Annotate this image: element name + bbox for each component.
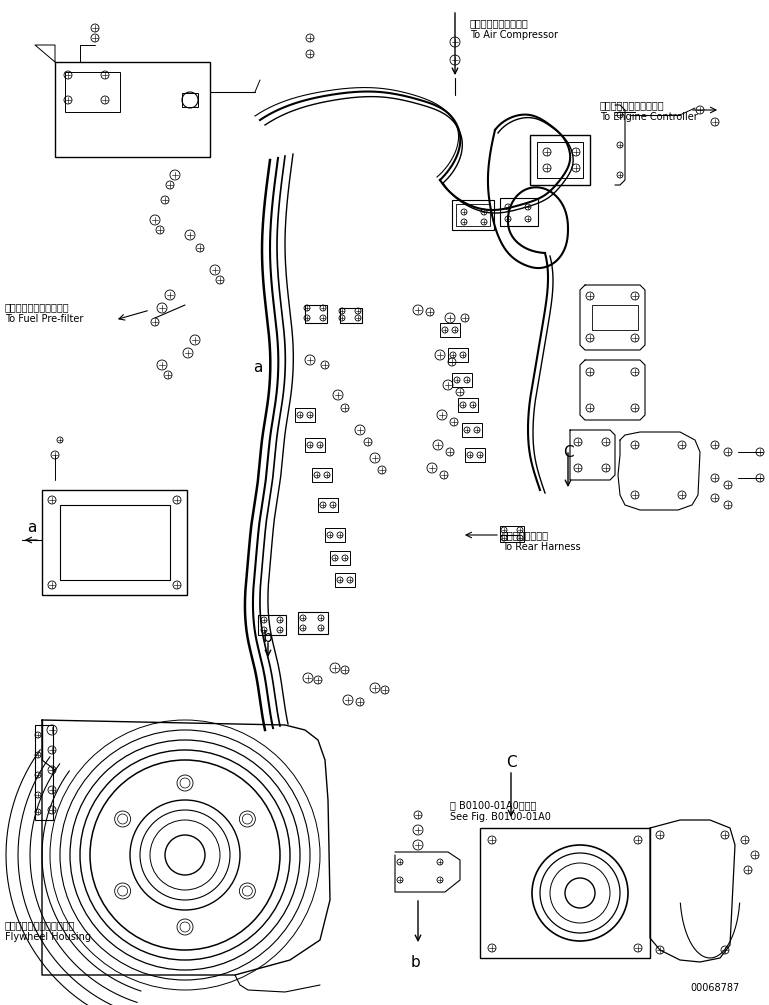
Text: See Fig. B0100-01A0: See Fig. B0100-01A0 [450, 812, 551, 822]
Text: b: b [263, 630, 273, 645]
Text: To Fuel Pre-filter: To Fuel Pre-filter [5, 314, 83, 324]
Text: a: a [253, 360, 263, 375]
Bar [258, 615, 286, 635]
Bar [480, 828, 650, 958]
Bar [318, 498, 338, 512]
Bar [55, 62, 210, 157]
Bar [592, 305, 638, 330]
Bar [325, 528, 345, 542]
Bar [500, 198, 538, 226]
Bar [335, 573, 355, 587]
Bar [330, 551, 350, 565]
Bar [462, 423, 482, 437]
Text: リヤーハーネスヘ: リヤーハーネスヘ [502, 530, 549, 540]
Text: 第 B0100-01A0図参照: 第 B0100-01A0図参照 [450, 800, 536, 810]
Bar [537, 142, 583, 178]
Text: To Air Compressor: To Air Compressor [470, 30, 558, 40]
Bar [448, 348, 468, 362]
Text: a: a [28, 520, 37, 535]
Bar [530, 135, 590, 185]
Text: To Rear Harness: To Rear Harness [502, 542, 581, 552]
Bar [456, 204, 490, 226]
Text: フェルブプリフィルタヘ: フェルブプリフィルタヘ [5, 302, 70, 312]
Bar [500, 526, 524, 542]
Bar [458, 398, 478, 412]
Bar [295, 408, 315, 422]
Bar [182, 93, 198, 107]
Text: C: C [506, 755, 516, 770]
Bar [298, 612, 328, 634]
Text: C: C [563, 445, 574, 460]
Bar [452, 373, 472, 387]
Text: エンジンコントローラヘ: エンジンコントローラヘ [600, 100, 664, 110]
Bar [465, 448, 485, 462]
Bar [340, 308, 362, 323]
Bar [305, 305, 327, 323]
Bar [42, 490, 187, 595]
Text: Flywheel Housing: Flywheel Housing [5, 932, 91, 942]
Bar [65, 72, 120, 112]
Bar [305, 438, 325, 452]
Text: フライホイールハウジング: フライホイールハウジング [5, 920, 75, 930]
Text: エアーコンプレッサヘ: エアーコンプレッサヘ [470, 18, 529, 28]
Text: 00068787: 00068787 [691, 983, 740, 993]
Bar [60, 505, 170, 580]
Text: b: b [410, 955, 420, 970]
Text: To Engine Controller: To Engine Controller [600, 112, 697, 122]
Bar [312, 468, 332, 482]
Bar [452, 200, 494, 230]
Bar [35, 725, 53, 820]
Bar [440, 323, 460, 337]
